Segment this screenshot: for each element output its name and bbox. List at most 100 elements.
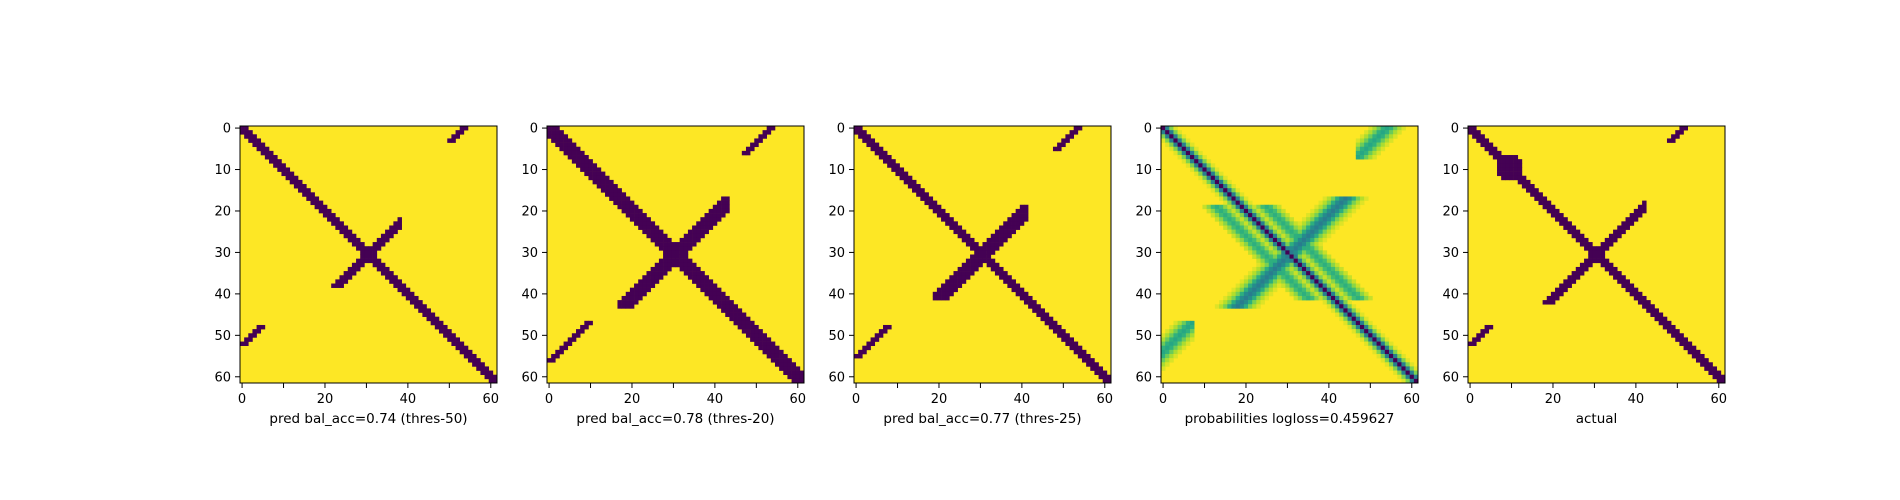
heatmap-cell (1210, 184, 1216, 189)
heatmap-cell (563, 341, 569, 346)
heatmap-cell (1227, 304, 1232, 309)
heatmap-cell (696, 266, 701, 272)
x-tick-label: 60 (1404, 392, 1421, 407)
heatmap-cell (1011, 283, 1016, 288)
heatmap-cell (1372, 130, 1377, 135)
heatmap-cell (1023, 204, 1029, 210)
heatmap-cell (1239, 237, 1245, 243)
heatmap-cell (1700, 353, 1705, 359)
heatmap-cell (1061, 337, 1066, 342)
heatmap-cell (912, 184, 917, 189)
heatmap-cell (1497, 155, 1502, 160)
heatmap-cell (1695, 358, 1701, 363)
heatmap-cell (941, 213, 946, 218)
heatmap-cell (1231, 188, 1236, 193)
heatmap-cell (1351, 295, 1357, 301)
heatmap-cell (1380, 349, 1386, 355)
heatmap-cell (1575, 271, 1581, 276)
heatmap-cell (1339, 287, 1344, 293)
heatmap-cell (1177, 329, 1183, 334)
heatmap-cell (576, 159, 581, 164)
heatmap-cell (1260, 246, 1265, 251)
heatmap-cell (547, 126, 552, 131)
heatmap-cell (1256, 229, 1261, 235)
heatmap-cell (422, 312, 427, 317)
heatmap-cell (273, 159, 278, 164)
heatmap-cell (1277, 254, 1282, 259)
heatmap-cell (1293, 229, 1299, 235)
heatmap-cell (1277, 229, 1282, 235)
y-tick-label: 10 (1135, 163, 1152, 178)
heatmap-cell (1219, 221, 1224, 226)
heatmap-cell (1542, 300, 1548, 305)
heatmap-cell (1227, 295, 1232, 301)
heatmap-cell (1559, 283, 1564, 288)
heatmap-cell (1646, 300, 1651, 305)
heatmap-cell (1318, 229, 1323, 235)
heatmap-cell (430, 316, 436, 322)
heatmap-cell (1326, 233, 1332, 239)
heatmap-cell (741, 150, 747, 156)
heatmap-cell (1359, 312, 1365, 317)
heatmap-cell (1708, 362, 1713, 367)
heatmap-cell (1190, 320, 1195, 326)
heatmap-cell (1235, 196, 1241, 201)
heatmap-cell (1181, 333, 1187, 338)
heatmap-cell (1165, 349, 1170, 355)
heatmap-cell (1285, 271, 1290, 276)
heatmap-cell (1003, 279, 1008, 284)
heatmap-cell (1243, 295, 1249, 301)
heatmap-cell (1579, 262, 1585, 268)
heatmap-cell (576, 155, 581, 160)
heatmap-cell (716, 217, 722, 222)
heatmap-cell (339, 229, 344, 235)
heatmap-cell (1272, 258, 1278, 264)
heatmap-cell (389, 233, 394, 239)
heatmap-cell (459, 349, 465, 355)
heatmap-cell (866, 134, 871, 139)
heatmap-cell (1604, 262, 1610, 268)
heatmap-cell (1579, 233, 1585, 239)
heatmap-cell (750, 146, 755, 152)
heatmap-cell (1546, 204, 1552, 210)
heatmap-cell (1642, 304, 1647, 309)
heatmap-cell (621, 200, 627, 206)
heatmap-cell (874, 150, 880, 156)
heatmap-cell (1364, 320, 1369, 326)
heatmap-cell (642, 221, 647, 226)
heatmap-cell (1239, 208, 1245, 214)
heatmap-cell (1613, 271, 1618, 276)
heatmap-cell (401, 283, 407, 288)
heatmap-cell (766, 349, 772, 355)
heatmap-cell (1194, 159, 1199, 164)
heatmap-cell (576, 333, 581, 338)
heatmap-cell (356, 246, 361, 251)
heatmap-cell (721, 213, 726, 218)
heatmap-cell (1169, 337, 1174, 342)
heatmap-cell (978, 250, 983, 255)
heatmap-cell (1326, 225, 1332, 230)
heatmap-cell (704, 275, 709, 280)
heatmap-cell (551, 134, 556, 139)
heatmap-cell (766, 130, 772, 135)
y-tick-label: 40 (521, 287, 538, 302)
heatmap-cell (1281, 258, 1286, 264)
heatmap-cell (716, 287, 722, 293)
heatmap-cell (1219, 300, 1224, 305)
heatmap-cell (1413, 366, 1419, 371)
heatmap-cell (1633, 295, 1639, 301)
heatmap-cell (1492, 150, 1498, 156)
heatmap-cell (692, 266, 697, 272)
heatmap-cell (1048, 320, 1054, 326)
heatmap-cell (1281, 221, 1286, 226)
heatmap-cell (1314, 271, 1319, 276)
heatmap-cell (692, 242, 697, 247)
heatmap-cell (1326, 217, 1332, 222)
heatmap-cell (1600, 242, 1606, 247)
heatmap-cell (1181, 138, 1187, 143)
heatmap-cell (858, 353, 863, 359)
heatmap-cell (675, 250, 680, 255)
heatmap-cell (737, 316, 743, 322)
heatmap-cell (380, 266, 386, 272)
